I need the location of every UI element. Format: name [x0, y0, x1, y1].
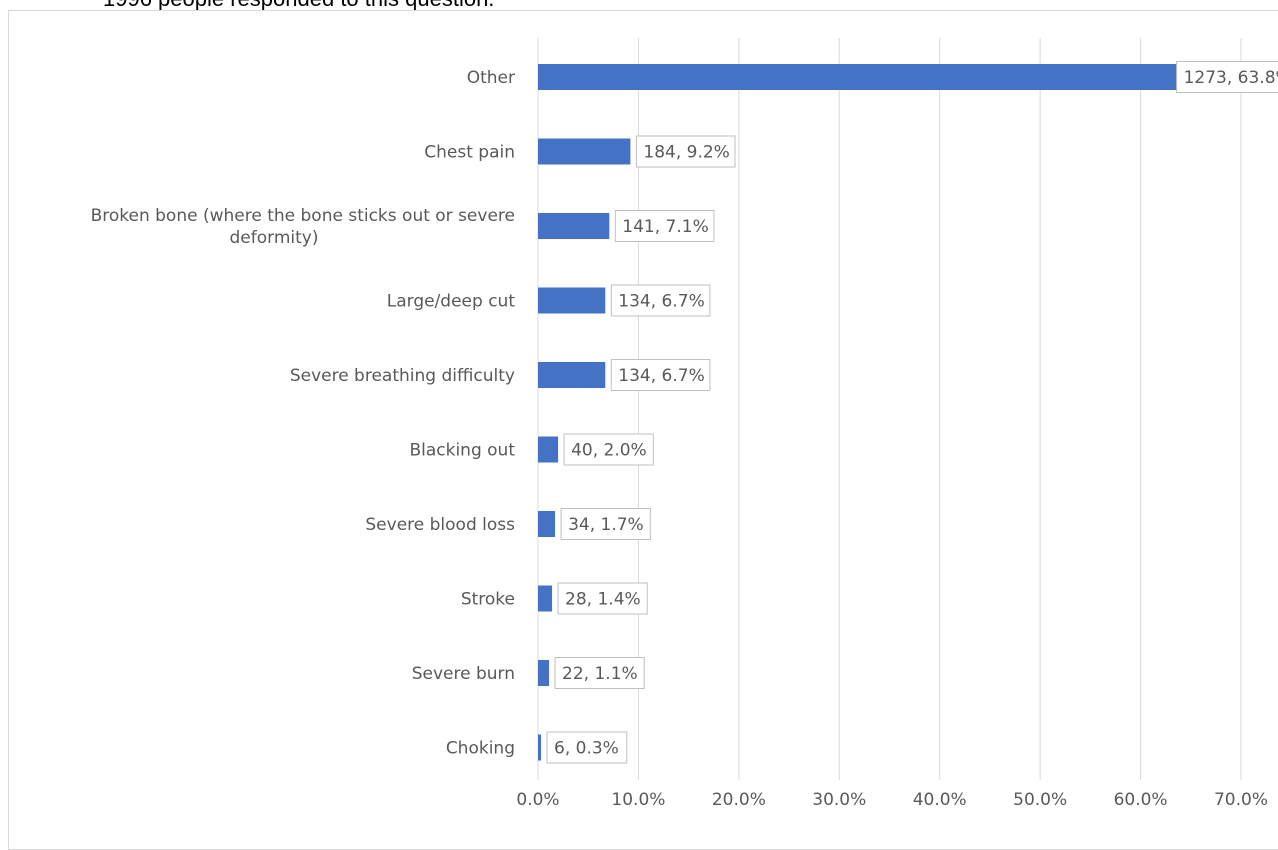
data-label: 1273, 63.8%	[1184, 68, 1278, 88]
x-tick-label: 30.0%	[812, 790, 866, 810]
category-label: Severe burn	[412, 664, 515, 684]
bar	[538, 287, 606, 314]
bar	[538, 734, 542, 761]
x-tick-label: 40.0%	[913, 790, 967, 810]
data-label-box	[554, 657, 645, 689]
data-label: 22, 1.1%	[562, 664, 638, 684]
data-label: 134, 6.7%	[618, 366, 704, 386]
data-label: 6, 0.3%	[554, 739, 619, 759]
data-label-box	[563, 433, 654, 466]
data-label-box	[546, 731, 628, 764]
data-label-box	[557, 582, 648, 615]
x-tick-label: 60.0%	[1114, 790, 1168, 810]
category-label: Blacking out	[409, 441, 515, 461]
category-label: Chest pain	[424, 143, 515, 163]
x-tick-label: 70.0%	[1214, 790, 1268, 810]
category-label: Severe breathing difficulty	[290, 366, 515, 386]
category-label: Severe blood loss	[365, 515, 515, 535]
bar	[538, 362, 606, 388]
x-tick-label: 0.0%	[516, 790, 559, 810]
category-label: Other	[467, 68, 515, 88]
category-label: Stroke	[461, 590, 515, 610]
category-label: Choking	[446, 739, 515, 759]
x-tick-label: 10.0%	[611, 790, 665, 810]
data-label: 134, 6.7%	[618, 292, 704, 312]
data-label-box	[635, 135, 736, 168]
bar	[538, 585, 553, 612]
category-label: Large/deep cut	[387, 292, 516, 312]
bar	[538, 213, 610, 239]
x-tick-label: 50.0%	[1013, 790, 1067, 810]
data-label-box	[614, 210, 715, 242]
chart-caption: 1996 people responded to this question.	[103, 0, 494, 12]
bar	[538, 511, 556, 537]
bar	[538, 138, 631, 165]
data-label: 141, 7.1%	[622, 217, 708, 237]
category-label: deformity)	[230, 228, 319, 248]
data-label-box	[610, 359, 711, 391]
data-label-box	[1176, 61, 1278, 93]
data-label: 40, 2.0%	[571, 441, 647, 461]
bar	[538, 660, 550, 686]
bar	[538, 64, 1179, 90]
bar	[538, 436, 559, 463]
data-label-box	[560, 508, 651, 540]
x-tick-label: 20.0%	[712, 790, 766, 810]
data-label: 28, 1.4%	[565, 590, 641, 610]
data-label: 34, 1.7%	[568, 515, 644, 535]
data-label: 184, 9.2%	[643, 143, 729, 163]
data-label-box	[610, 284, 711, 317]
category-label: Broken bone (where the bone sticks out o…	[91, 206, 515, 226]
